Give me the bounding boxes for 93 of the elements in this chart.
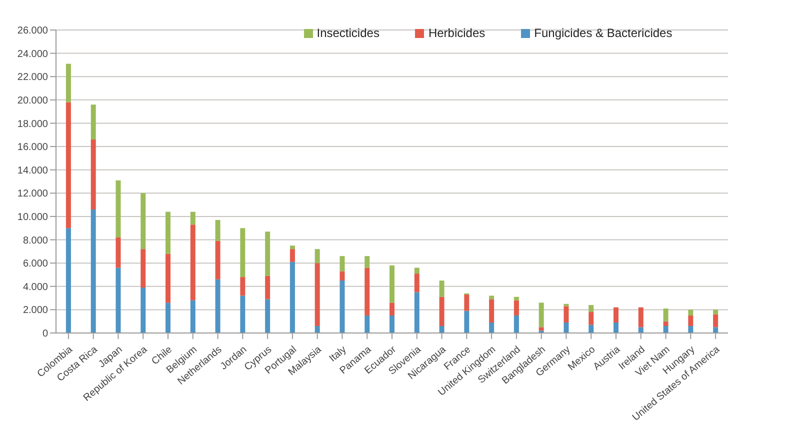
bar [464,310,470,333]
bar [713,327,718,333]
bar [688,316,694,326]
bar [538,302,544,328]
bar [688,310,694,316]
bar [90,140,96,210]
bar [614,307,619,323]
bar [265,232,270,276]
y-tick-label: 18.000 [17,118,48,130]
bar [564,306,569,323]
bar [489,322,494,333]
bar [390,302,395,316]
bar [390,316,395,333]
y-tick-label: 24.000 [17,48,48,60]
bar [364,268,370,316]
bar [364,316,370,333]
bar [116,237,121,268]
bar [290,262,295,333]
bar [215,220,220,241]
bar [588,324,594,333]
bar [588,312,594,325]
y-tick-label: 4.000 [22,282,48,293]
bar [439,296,444,326]
bar [538,327,544,331]
bar [439,280,444,297]
bar [414,268,420,274]
bar [314,326,320,333]
bar [116,268,121,333]
y-tick-label: 0 [42,328,48,340]
bar [190,300,196,333]
y-tick-label: 12.000 [17,188,48,200]
bar [390,265,395,303]
bar [265,276,270,300]
y-tick-label: 20.000 [17,95,48,106]
bar [464,294,470,311]
bar [90,209,96,333]
bar [713,314,718,328]
y-tick-label: 6.000 [22,258,48,270]
bar [66,102,71,228]
bar [265,299,270,333]
legend-label: Herbicides [427,26,486,40]
bar [66,64,71,102]
bar [314,263,320,326]
bar [166,302,171,333]
y-tick-label: 16.000 [17,142,48,154]
bar [314,249,320,264]
bar [638,327,644,333]
bar [364,256,370,268]
legend-label: Insecticides [316,26,380,40]
bar [414,292,420,333]
bar [688,326,694,333]
bar [166,254,171,303]
bar [439,326,444,333]
bar [414,274,420,292]
y-tick-label: 10.000 [17,212,48,224]
legend-label: Fungicides & Bactericides [533,26,672,40]
bar [514,300,519,316]
bar [240,277,246,296]
bar [713,310,718,314]
bar [140,288,146,333]
bar [240,228,246,278]
bar [290,249,295,262]
bar [140,249,146,288]
bar [90,104,96,140]
bar [116,180,121,238]
bar [489,299,494,323]
bar [240,296,246,333]
bar [663,308,668,322]
bar [215,240,220,280]
y-tick-label: 14.000 [17,165,48,176]
bar [564,322,569,333]
bar [290,246,295,250]
y-tick-label: 22.000 [17,72,48,84]
bar [663,321,668,326]
bar [340,256,345,272]
bar [588,305,594,312]
bar [140,193,146,250]
bar [489,296,494,300]
y-tick-label: 2.000 [22,305,48,316]
bar [514,316,519,333]
bar [514,296,519,300]
bar [638,307,644,328]
bar [166,212,171,254]
y-tick-label: 26.000 [17,26,48,37]
bar [663,326,668,333]
bar [340,280,345,333]
bar [614,322,619,333]
bar [215,279,220,333]
bar [190,212,196,225]
y-tick-label: 8.000 [22,235,48,246]
bar [340,271,345,281]
bar [66,228,71,333]
bar [190,224,196,300]
